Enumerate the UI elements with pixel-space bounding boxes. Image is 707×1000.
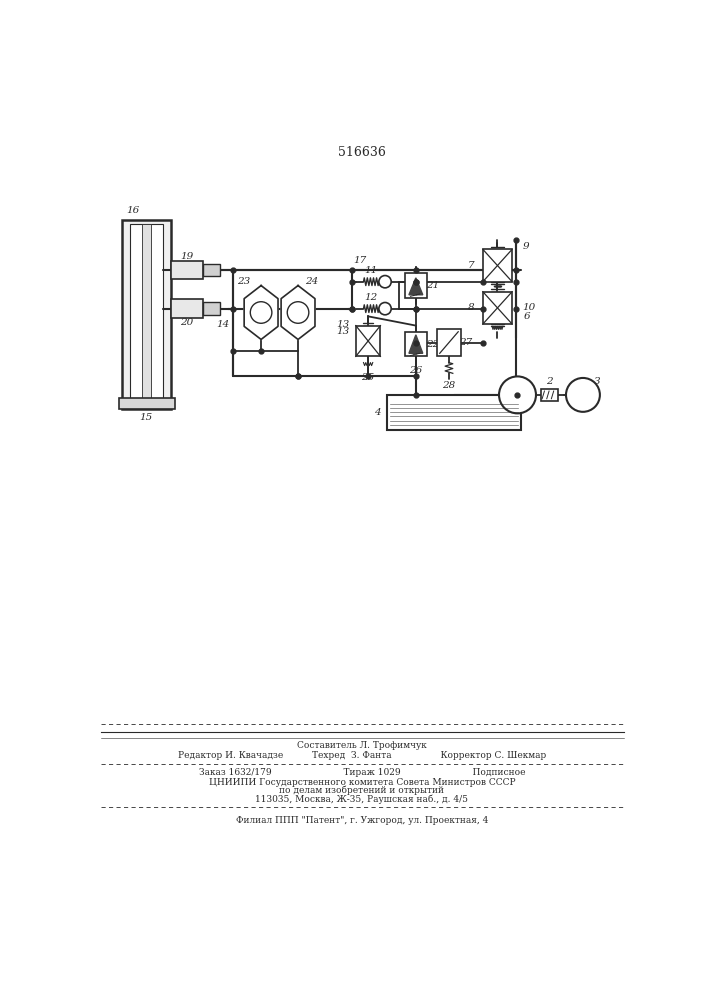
Bar <box>387 395 521 430</box>
Text: 5: 5 <box>514 417 521 426</box>
Polygon shape <box>409 335 423 353</box>
Bar <box>437 329 461 356</box>
Bar <box>405 332 426 356</box>
Text: 13: 13 <box>336 320 349 329</box>
Text: 4: 4 <box>374 408 380 417</box>
Text: 27: 27 <box>460 338 472 347</box>
Circle shape <box>250 302 272 323</box>
Bar <box>122 220 171 409</box>
Text: 21: 21 <box>426 281 440 290</box>
Text: Филиал ППП "Патент", г. Ужгород, ул. Проектная, 4: Филиал ППП "Патент", г. Ужгород, ул. Про… <box>235 816 488 825</box>
Text: 28: 28 <box>443 381 455 390</box>
Bar <box>204 264 221 276</box>
Text: 8: 8 <box>468 303 474 312</box>
Text: 23: 23 <box>238 277 251 286</box>
Text: 17: 17 <box>353 256 366 265</box>
Text: 6: 6 <box>523 312 530 321</box>
Text: 24: 24 <box>305 277 319 286</box>
Circle shape <box>499 376 536 413</box>
Text: 20: 20 <box>180 318 194 327</box>
Circle shape <box>287 302 309 323</box>
Bar <box>119 398 175 409</box>
Bar <box>405 273 426 298</box>
Text: по делам изобретений и открытий: по делам изобретений и открытий <box>279 786 445 795</box>
Bar <box>171 299 204 318</box>
Text: 7: 7 <box>468 261 474 270</box>
Text: 25: 25 <box>361 373 375 382</box>
Text: 13: 13 <box>336 327 349 336</box>
Text: 18: 18 <box>291 295 305 304</box>
Text: 113035, Москва, Ж-35, Раушская наб., д. 4/5: 113035, Москва, Ж-35, Раушская наб., д. … <box>255 794 469 804</box>
Bar <box>541 389 558 401</box>
Text: ЦНИИПИ Государственного комитета Совета Министров СССР: ЦНИИПИ Государственного комитета Совета … <box>209 778 515 787</box>
Text: 2: 2 <box>546 377 552 386</box>
Circle shape <box>379 276 391 288</box>
Text: 14: 14 <box>217 320 230 329</box>
Circle shape <box>566 378 600 412</box>
Text: 1: 1 <box>497 413 504 422</box>
Polygon shape <box>281 286 315 339</box>
Bar <box>483 292 512 324</box>
Text: 10: 10 <box>522 303 536 312</box>
Text: 19: 19 <box>180 252 194 261</box>
Bar <box>141 224 151 405</box>
Bar <box>204 302 221 315</box>
Text: 12: 12 <box>365 293 378 302</box>
Text: 22: 22 <box>426 340 440 349</box>
Bar <box>356 326 380 356</box>
Bar <box>130 224 163 405</box>
Text: Заказ 1632/179                         Тираж 1029                         Подпис: Заказ 1632/179 Тираж 1029 Подпис <box>199 768 525 777</box>
Text: Редактор И. Квачадзе          Техред  З. Фанта                 Корректор С. Шекм: Редактор И. Квачадзе Техред З. Фанта Кор… <box>178 751 546 760</box>
Bar <box>483 249 512 282</box>
Polygon shape <box>409 278 423 295</box>
Text: 516636: 516636 <box>338 146 386 159</box>
Circle shape <box>379 302 391 315</box>
Text: 3: 3 <box>593 377 600 386</box>
Text: 11: 11 <box>365 266 378 275</box>
Bar <box>171 261 204 279</box>
Polygon shape <box>244 286 278 339</box>
Polygon shape <box>440 332 458 353</box>
Text: 9: 9 <box>522 242 530 251</box>
Text: 15: 15 <box>140 413 153 422</box>
Text: Составитель Л. Трофимчук: Составитель Л. Трофимчук <box>297 741 427 750</box>
Text: 16: 16 <box>126 206 139 215</box>
Text: 26: 26 <box>409 366 423 375</box>
